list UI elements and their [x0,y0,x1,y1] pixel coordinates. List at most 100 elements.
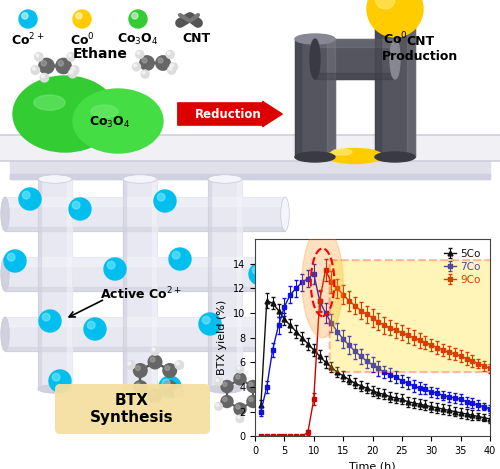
Circle shape [56,58,71,74]
Circle shape [150,357,155,362]
Circle shape [367,0,423,37]
Circle shape [158,193,165,201]
Ellipse shape [302,227,343,338]
Ellipse shape [123,175,157,183]
Ellipse shape [1,257,9,291]
Ellipse shape [375,9,415,19]
Bar [208,179,242,389]
Ellipse shape [208,175,242,183]
Circle shape [132,13,138,19]
Text: BTX
Synthesis: BTX Synthesis [90,393,174,425]
Circle shape [148,389,162,403]
Text: Co$_3$O$_4$: Co$_3$O$_4$ [89,114,131,129]
Circle shape [202,316,210,324]
Bar [152,179,157,389]
Bar [5,197,285,231]
Circle shape [136,383,140,387]
Circle shape [165,383,170,387]
Circle shape [175,389,184,397]
Circle shape [258,402,265,410]
Text: CNT
Production: CNT Production [382,35,458,63]
Circle shape [67,53,76,61]
Circle shape [128,390,130,393]
Circle shape [169,68,172,70]
Bar [38,179,72,389]
Circle shape [31,66,40,74]
Circle shape [129,10,147,28]
Circle shape [150,391,155,396]
Circle shape [252,266,260,274]
Circle shape [148,355,162,369]
Circle shape [8,253,15,261]
Circle shape [223,382,227,386]
Ellipse shape [390,39,400,79]
Ellipse shape [295,152,335,162]
Ellipse shape [281,257,289,291]
Bar [38,179,42,389]
Ellipse shape [13,76,117,152]
Circle shape [216,404,218,406]
Ellipse shape [328,149,382,164]
Ellipse shape [34,95,65,110]
Circle shape [134,381,147,394]
Bar [5,317,285,325]
Circle shape [41,61,46,66]
Bar [10,159,490,179]
Circle shape [68,69,77,78]
Circle shape [215,402,222,410]
Ellipse shape [295,34,335,44]
Circle shape [151,347,159,355]
Circle shape [36,54,39,57]
Circle shape [52,373,60,381]
Y-axis label: BTX yield (%): BTX yield (%) [218,300,228,375]
Ellipse shape [1,197,9,231]
Text: Ethane: Ethane [72,47,128,61]
Circle shape [166,51,174,59]
FancyBboxPatch shape [55,384,210,434]
Circle shape [128,362,130,365]
Circle shape [69,198,91,220]
Circle shape [249,263,271,285]
Circle shape [221,395,233,408]
X-axis label: Time (h): Time (h) [349,461,396,469]
Circle shape [39,310,61,332]
Circle shape [84,318,106,340]
Ellipse shape [38,175,72,183]
Bar [208,179,212,389]
Circle shape [259,379,262,382]
Circle shape [104,258,126,280]
Text: Co$^0$: Co$^0$ [382,30,407,47]
Bar [295,39,301,157]
Circle shape [142,71,145,74]
Ellipse shape [332,149,352,155]
Circle shape [249,397,253,401]
Circle shape [40,74,48,82]
Circle shape [156,56,170,70]
Circle shape [151,403,159,411]
Circle shape [32,67,35,70]
Circle shape [221,380,233,393]
Circle shape [134,64,136,67]
Circle shape [158,58,163,63]
Circle shape [168,52,170,54]
Circle shape [72,201,80,209]
Circle shape [4,250,26,272]
Bar [237,179,242,389]
Circle shape [247,395,259,408]
Ellipse shape [281,317,289,351]
Circle shape [134,363,147,377]
Text: Co$_3$O$_4$: Co$_3$O$_4$ [117,32,159,47]
Circle shape [247,380,259,393]
Circle shape [88,321,95,329]
Circle shape [259,404,262,406]
Circle shape [142,58,147,63]
Circle shape [249,382,253,386]
Circle shape [238,416,240,419]
Circle shape [136,51,144,59]
Circle shape [170,63,177,71]
Circle shape [70,71,72,74]
Circle shape [136,366,140,371]
Ellipse shape [310,39,320,79]
Circle shape [39,58,54,74]
Bar [5,317,285,351]
